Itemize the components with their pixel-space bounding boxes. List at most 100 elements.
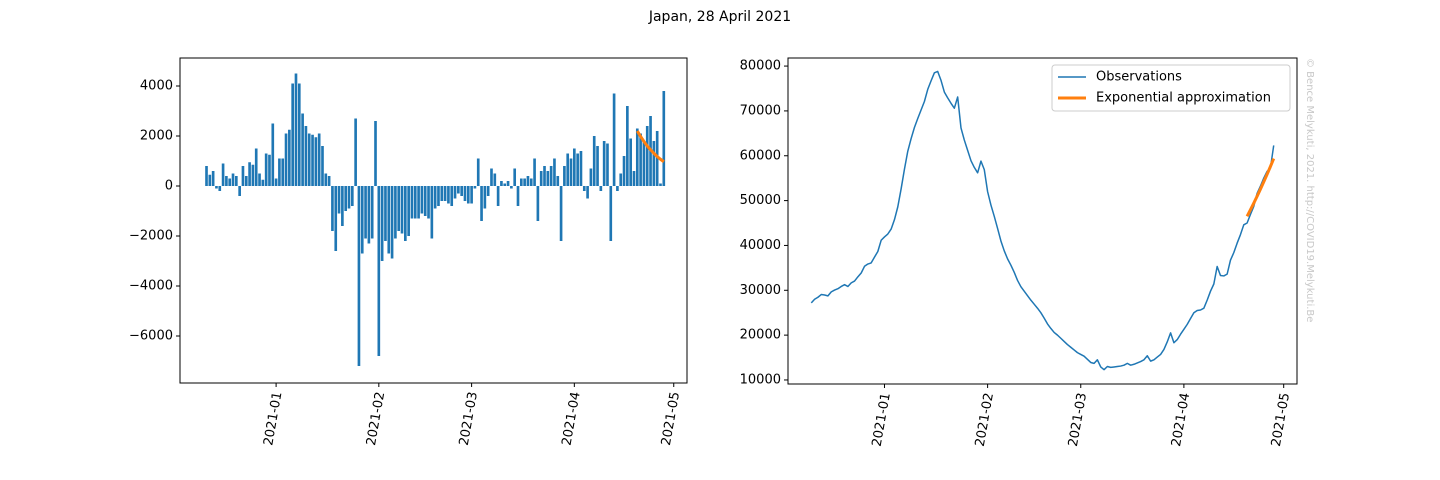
bar	[344, 186, 348, 211]
bar	[546, 171, 550, 186]
bar	[662, 91, 666, 186]
bar	[288, 129, 291, 186]
bar	[284, 133, 288, 186]
bar	[480, 186, 483, 221]
bar	[354, 118, 357, 186]
bar	[244, 176, 248, 186]
bar	[321, 146, 324, 186]
bar	[417, 186, 420, 219]
bar	[519, 178, 523, 186]
bar	[258, 173, 261, 186]
bar	[473, 186, 477, 189]
bar	[307, 133, 311, 186]
bar	[596, 146, 599, 186]
bar	[626, 106, 629, 186]
bar	[235, 176, 238, 186]
bar	[264, 153, 268, 186]
bar	[526, 176, 530, 186]
bar	[291, 83, 294, 186]
bar	[281, 158, 285, 186]
bar	[400, 186, 404, 234]
bar	[503, 183, 507, 186]
y-tick-label: 80000	[740, 59, 781, 74]
bar	[559, 186, 563, 241]
bar	[579, 151, 583, 186]
y-tick-label: 50000	[740, 193, 781, 208]
bar	[357, 186, 361, 366]
bar	[573, 148, 576, 186]
bar	[377, 186, 381, 356]
bar	[543, 166, 546, 186]
bar	[314, 137, 318, 186]
bar	[659, 183, 662, 186]
bar	[549, 166, 553, 186]
bar	[294, 73, 298, 186]
bar	[407, 186, 410, 236]
bar	[334, 186, 338, 251]
bar	[486, 186, 490, 196]
bar	[602, 141, 606, 186]
y-tick-label: 20000	[740, 328, 781, 343]
bar	[367, 186, 371, 244]
bar	[513, 168, 517, 186]
bar	[533, 158, 536, 186]
bar	[268, 154, 271, 186]
bar	[635, 128, 639, 186]
bar	[599, 186, 603, 191]
bar	[645, 126, 649, 186]
bar	[612, 93, 616, 186]
bar	[447, 186, 450, 204]
y-tick-label: −4000	[129, 279, 173, 294]
bar	[304, 126, 308, 186]
bar	[370, 186, 374, 239]
bar	[506, 181, 510, 186]
y-tick-label: 4000	[140, 79, 173, 94]
y-tick-label: −2000	[129, 229, 173, 244]
bar	[632, 171, 636, 186]
bar	[609, 186, 613, 241]
legend-box	[1051, 64, 1291, 112]
x-tick-label: 2021-05	[659, 391, 683, 447]
bar	[397, 186, 401, 231]
bar	[443, 186, 447, 201]
bar	[423, 186, 427, 216]
bar	[410, 186, 414, 219]
x-tick-label: 2021-01	[261, 391, 285, 447]
bar	[457, 186, 460, 194]
bar	[341, 186, 344, 226]
bar	[274, 178, 278, 186]
bar	[360, 186, 364, 254]
bar	[271, 123, 275, 186]
series-line	[810, 70, 1275, 371]
bar	[453, 186, 457, 199]
bar	[463, 186, 467, 201]
legend-label: Observations	[1096, 70, 1182, 85]
x-tick-label: 2021-04	[1169, 392, 1193, 448]
bar	[324, 173, 328, 186]
bar	[606, 143, 609, 186]
bar	[317, 133, 321, 186]
y-tick-label: −6000	[129, 329, 173, 344]
axes-frame	[787, 57, 1298, 385]
bar	[374, 121, 377, 186]
bar	[225, 176, 228, 186]
bar	[655, 131, 659, 186]
bar	[539, 171, 543, 186]
bar	[510, 186, 513, 189]
bar	[327, 176, 331, 186]
series-line	[636, 130, 665, 163]
watermark: © Bence Melykuti, 2021. http://COVID19.M…	[1304, 58, 1315, 322]
bar	[413, 186, 417, 219]
legend-label: Exponential approximation	[1096, 91, 1271, 106]
bar	[616, 186, 619, 191]
x-tick-label: 2021-03	[1066, 392, 1090, 448]
bar	[529, 178, 533, 186]
y-tick-label: 30000	[740, 283, 781, 298]
bar	[427, 186, 430, 219]
bar	[380, 186, 384, 261]
bar	[404, 186, 407, 241]
bar	[523, 178, 526, 186]
figure-title: Japan, 28 April 2021	[648, 9, 791, 25]
x-tick-label: 2021-04	[560, 391, 584, 447]
